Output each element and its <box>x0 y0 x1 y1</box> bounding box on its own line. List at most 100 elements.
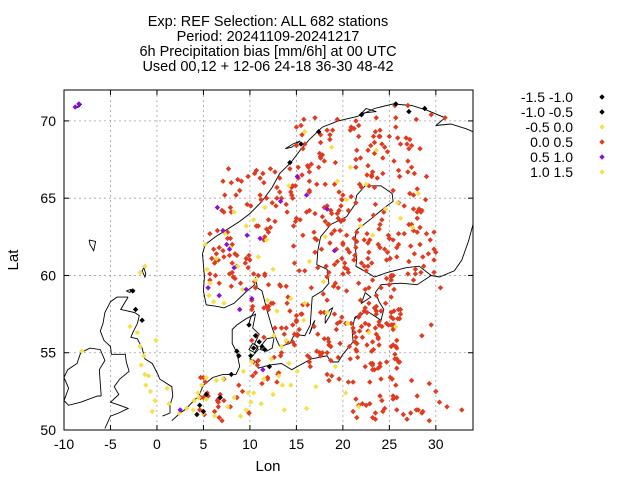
coastline <box>248 342 259 354</box>
station-point <box>353 334 359 340</box>
legend-marker <box>599 154 605 160</box>
station-point <box>408 164 415 170</box>
station-point <box>353 164 359 170</box>
station-point <box>363 181 369 187</box>
station-point <box>228 283 234 289</box>
station-point <box>335 354 341 361</box>
title-line-4: Used 00,12 + 12-06 24-18 36-30 48-42 <box>142 59 393 75</box>
station-point <box>437 285 444 291</box>
station-point <box>245 265 251 271</box>
station-point <box>379 217 385 223</box>
station-point <box>270 391 276 398</box>
y-tick-label: 70 <box>40 113 56 129</box>
station-point <box>366 249 372 255</box>
coastline <box>248 310 255 324</box>
station-point <box>423 173 430 180</box>
station-point <box>331 311 338 317</box>
station-point <box>410 277 417 283</box>
station-point <box>394 356 400 362</box>
station-point <box>286 360 292 367</box>
station-point <box>256 339 262 345</box>
station-point <box>405 271 411 277</box>
station-point <box>304 163 311 169</box>
station-point <box>239 286 246 293</box>
station-point <box>421 263 427 269</box>
station-point <box>262 204 268 211</box>
station-point <box>390 396 396 402</box>
station-point <box>376 226 382 232</box>
station-point <box>372 325 379 331</box>
station-point <box>390 316 396 322</box>
station-point <box>354 348 360 354</box>
station-point <box>252 333 259 339</box>
station-point <box>365 240 371 246</box>
station-point <box>404 416 410 422</box>
station-point <box>377 360 383 367</box>
station-point <box>206 292 212 299</box>
station-point <box>339 255 345 262</box>
station-point <box>343 197 350 203</box>
station-point <box>353 200 359 206</box>
station-point <box>431 229 437 235</box>
station-point <box>369 173 375 180</box>
coastline <box>99 296 130 429</box>
station-point <box>264 376 271 382</box>
station-point <box>279 382 286 388</box>
station-point <box>239 388 246 395</box>
station-point <box>314 237 320 243</box>
station-point <box>340 271 346 277</box>
station-point <box>291 331 298 337</box>
station-point <box>364 231 370 237</box>
station-point <box>290 183 296 189</box>
x-tick-label: -5 <box>104 436 117 452</box>
station-point <box>355 354 361 361</box>
station-point <box>293 124 300 130</box>
station-point <box>397 215 404 221</box>
station-point <box>220 376 226 382</box>
station-point <box>227 235 234 242</box>
station-point <box>336 189 342 195</box>
station-point <box>292 183 299 189</box>
coastline <box>324 306 334 324</box>
station-point <box>255 254 261 260</box>
station-point <box>299 172 305 178</box>
station-point <box>277 198 284 204</box>
station-point <box>290 322 296 328</box>
station-point <box>390 237 396 243</box>
station-point <box>293 142 300 149</box>
station-point <box>303 405 310 412</box>
station-point <box>397 141 404 147</box>
y-tick-label: 60 <box>40 267 56 283</box>
station-point <box>253 223 260 229</box>
legend-marker <box>599 139 605 145</box>
station-point <box>346 343 353 350</box>
station-point <box>234 394 240 401</box>
station-point <box>369 232 376 238</box>
station-point <box>408 142 415 149</box>
station-point <box>294 368 300 374</box>
station-point <box>327 132 333 138</box>
station-point <box>277 353 284 359</box>
station-point <box>377 127 383 133</box>
station-point <box>237 187 243 194</box>
station-point <box>298 311 304 317</box>
station-point <box>277 175 283 181</box>
station-point <box>417 241 423 248</box>
station-point <box>316 150 323 157</box>
station-point <box>328 357 334 364</box>
station-point <box>287 159 293 166</box>
station-point <box>245 390 251 396</box>
station-point <box>405 169 411 175</box>
station-point <box>244 232 250 238</box>
station-point <box>395 231 402 237</box>
station-point <box>327 240 333 246</box>
station-point <box>298 122 304 129</box>
station-point <box>246 252 252 259</box>
station-point <box>336 207 342 214</box>
station-point <box>415 190 421 197</box>
station-point <box>348 320 354 327</box>
station-point <box>268 356 274 362</box>
station-point <box>422 197 429 203</box>
station-point <box>354 414 360 421</box>
station-point <box>436 399 443 405</box>
